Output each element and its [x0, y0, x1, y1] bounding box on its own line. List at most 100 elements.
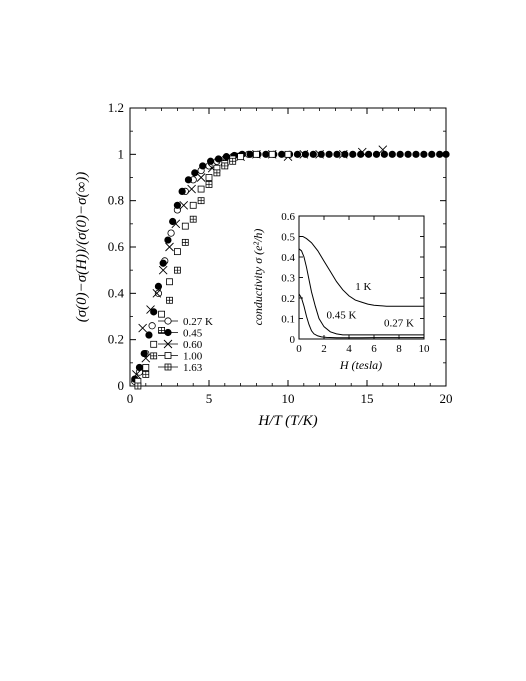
- data-point: [396, 150, 404, 158]
- data-point: [388, 150, 396, 158]
- inset-y-axis-label: conductivity σ (e²/h): [251, 229, 265, 326]
- inset-x-tick-label: 6: [371, 343, 377, 355]
- data-point: [171, 219, 181, 229]
- data-point: [299, 150, 309, 159]
- legend-marker: [163, 339, 173, 349]
- data-point: [404, 150, 412, 158]
- data-point: [199, 162, 207, 170]
- series-1-63: [134, 157, 237, 390]
- data-point: [150, 308, 158, 316]
- data-point: [142, 364, 150, 371]
- data-point: [197, 197, 205, 205]
- data-point: [214, 155, 223, 163]
- data-point: [237, 153, 245, 161]
- main-x-tick-label: 15: [361, 391, 374, 406]
- data-point: [134, 382, 142, 390]
- legend-label: 0.60: [183, 339, 203, 351]
- data-point: [442, 150, 450, 158]
- data-point: [325, 150, 333, 158]
- legend-marker: [164, 328, 172, 337]
- main-y-tick-label: 0.8: [108, 193, 124, 208]
- main-x-tick-label: 20: [440, 391, 453, 406]
- inset-y-tick-label: 0.3: [281, 273, 295, 285]
- data-point: [145, 331, 153, 339]
- main-y-tick-label: 0: [118, 378, 125, 393]
- main-y-tick-label: 1: [118, 146, 125, 161]
- legend-label: 1.00: [183, 351, 203, 363]
- main-y-axis-label: (σ(0)−σ(H))/(σ(0)−σ(∞)): [74, 172, 90, 322]
- data-point: [132, 370, 141, 379]
- data-point: [338, 150, 348, 159]
- data-point: [268, 150, 276, 158]
- data-point: [196, 173, 206, 182]
- main-y-tick-label: 0.4: [108, 285, 125, 300]
- data-point: [205, 174, 213, 181]
- data-point: [412, 150, 420, 158]
- data-point: [341, 150, 349, 158]
- inset-y-tick-label: 0.6: [281, 211, 295, 223]
- inset-curve-label-0-45-K: 0.45 K: [327, 310, 357, 322]
- data-point: [173, 248, 181, 256]
- inset-curve-label-0-27-K: 0.27 K: [384, 318, 414, 330]
- inset-y-tick-label: 0: [290, 334, 296, 346]
- main-x-tick-label: 10: [282, 391, 295, 406]
- data-point: [166, 296, 173, 304]
- main-plot-points: [131, 145, 450, 390]
- legend-marker: [164, 363, 172, 371]
- data-point: [428, 150, 436, 158]
- data-point: [317, 150, 325, 158]
- data-point: [252, 150, 260, 158]
- data-point: [178, 187, 186, 195]
- data-point: [173, 201, 181, 209]
- data-point: [309, 150, 317, 158]
- data-point: [357, 147, 367, 157]
- data-point: [135, 363, 144, 372]
- inset-x-tick-label: 0: [296, 343, 302, 355]
- data-point: [158, 310, 166, 318]
- data-point: [436, 150, 444, 158]
- data-point: [152, 289, 162, 298]
- legend: 0.27 K0.450.601.001.63: [158, 316, 213, 374]
- data-point: [206, 157, 215, 165]
- main-x-axis-label: H/T (T/K): [257, 413, 317, 429]
- data-point: [167, 229, 175, 237]
- data-point: [189, 215, 197, 223]
- data-point: [154, 289, 163, 297]
- main-x-tick-label: 0: [127, 391, 134, 406]
- data-point: [315, 150, 324, 159]
- inset-curves: 1 K 0.45 K 0.27 K: [298, 236, 424, 339]
- data-point: [158, 265, 168, 275]
- data-point: [364, 150, 373, 158]
- legend-label: 0.45: [183, 328, 203, 340]
- inset-x-tick-label: 8: [396, 343, 402, 355]
- data-point: [146, 305, 155, 314]
- data-point: [213, 169, 221, 177]
- data-point: [140, 349, 148, 358]
- data-point: [154, 282, 163, 290]
- data-point: [150, 352, 158, 360]
- data-point: [184, 176, 193, 184]
- inset-plot-frame: [298, 215, 425, 340]
- inset-x-tick-label: 10: [419, 343, 431, 355]
- inset-curve-1-K: [299, 236, 424, 307]
- inset-curve-0-45-K: [298, 248, 424, 336]
- inset-curve-label-1-K: 1 K: [355, 281, 371, 293]
- data-point: [284, 150, 292, 158]
- data-point: [357, 150, 365, 158]
- main-y-tick-label: 0.2: [108, 332, 124, 347]
- data-point: [169, 217, 177, 226]
- data-point: [173, 266, 181, 274]
- data-point: [164, 236, 172, 244]
- data-point: [191, 169, 199, 177]
- inset-x-tick-label: 2: [321, 343, 327, 355]
- data-point: [349, 150, 357, 158]
- data-point: [165, 242, 174, 252]
- data-point: [246, 150, 254, 158]
- main-y-tick-label: 1.2: [108, 100, 124, 115]
- legend-label: 1.63: [183, 362, 203, 374]
- inset-x-axis-label: H (tesla): [339, 358, 382, 372]
- data-point: [181, 222, 189, 230]
- inset-y-tick-label: 0.2: [281, 293, 295, 305]
- data-point: [293, 150, 302, 158]
